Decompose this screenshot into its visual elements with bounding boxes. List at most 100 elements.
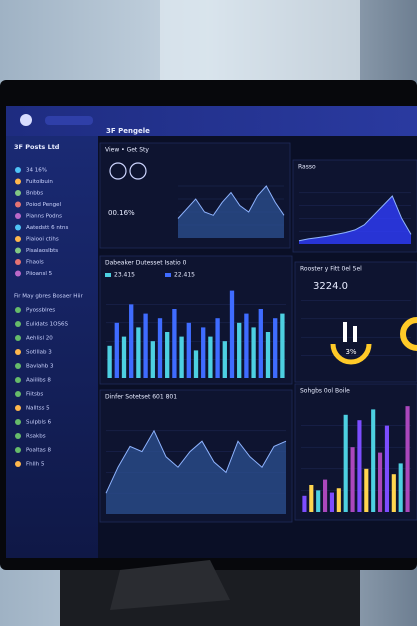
bar xyxy=(237,322,242,378)
nav-icon xyxy=(15,167,21,173)
logo xyxy=(20,114,32,126)
sidebar-section: Fir May gbres Bosaer Hiir xyxy=(14,294,83,300)
panel xyxy=(294,261,417,383)
legend-swatch xyxy=(165,273,171,277)
bar xyxy=(114,322,119,378)
bar xyxy=(157,318,163,378)
nav-item[interactable]: Pianns Podns xyxy=(26,214,62,220)
sidebar xyxy=(6,136,98,558)
line xyxy=(105,429,287,494)
panel-title: Dinfer Sotetset 601 801 xyxy=(105,394,177,401)
bar xyxy=(143,313,148,378)
nav-icon xyxy=(15,405,21,411)
nav-item[interactable]: Pyossblres xyxy=(26,308,55,314)
nav-item[interactable]: Aatedstt 6 ntns xyxy=(26,225,68,231)
nav-icon xyxy=(15,391,21,397)
bar xyxy=(265,332,271,378)
bar xyxy=(165,332,170,378)
header-title: 3F Pengele xyxy=(106,127,150,135)
bar xyxy=(364,468,369,512)
bar xyxy=(121,336,127,378)
bar xyxy=(208,336,213,378)
bar xyxy=(258,309,263,378)
ring xyxy=(129,162,147,180)
nav-item[interactable]: 34 16% xyxy=(26,168,47,174)
monitor-stand xyxy=(110,560,230,610)
nav-icon xyxy=(15,349,21,355)
nav-icon xyxy=(15,433,21,439)
bar xyxy=(329,492,334,512)
nav-icon xyxy=(15,461,21,467)
nav-icon xyxy=(15,201,21,208)
bar xyxy=(378,452,383,512)
nav-item[interactable]: Poiod Pengel xyxy=(26,202,61,208)
bar xyxy=(229,290,235,378)
area xyxy=(178,186,284,238)
bar xyxy=(309,485,314,512)
nav-icon xyxy=(15,377,21,383)
dashboard: 34 16% Fuitoibuin Bnbbs Poiod Pengel Pianns … xyxy=(14,142,417,523)
nav-item[interactable]: Piioansl 5 xyxy=(26,271,53,277)
nav-item[interactable]: Sotlllab 3 xyxy=(26,350,52,356)
nav-item[interactable]: Nalltss 5 xyxy=(26,406,50,412)
panel-title: Sohgbs 0ol Boile xyxy=(300,388,350,395)
donut xyxy=(400,317,417,351)
panel-title: View • Get Sty xyxy=(105,147,149,154)
nav-item[interactable]: Bavlahb 3 xyxy=(26,364,54,370)
bar xyxy=(316,490,321,512)
nav-item[interactable]: Aehlisl 20 xyxy=(26,336,53,342)
bar xyxy=(391,474,396,512)
gauge xyxy=(330,343,372,365)
nav-item[interactable]: Fhaols xyxy=(26,260,44,266)
nav-icon xyxy=(15,259,21,265)
panel-stat: 23.415 xyxy=(114,272,135,279)
bar xyxy=(405,406,410,512)
nav-item[interactable]: Piaiooi ctihs xyxy=(26,237,59,243)
nav-item[interactable]: Eulidats 1OS6S xyxy=(26,322,68,328)
nav-icon xyxy=(15,270,21,277)
nav-item[interactable]: Bnbbs xyxy=(26,191,43,197)
area xyxy=(106,430,286,514)
panel xyxy=(294,383,417,521)
bar xyxy=(129,304,134,378)
search-box[interactable] xyxy=(45,116,93,125)
bar xyxy=(179,336,184,378)
bar xyxy=(172,309,177,378)
bar xyxy=(215,318,220,378)
nav-item[interactable]: Aaiilibs 8 xyxy=(26,378,51,384)
area xyxy=(299,196,411,244)
nav-icon xyxy=(15,213,21,219)
nav-icon xyxy=(15,247,21,254)
nav-item[interactable]: Poaltas 8 xyxy=(26,448,52,454)
bar xyxy=(371,409,376,512)
nav-icon xyxy=(15,307,21,313)
panel-stat: 00.16% xyxy=(108,209,135,217)
bar xyxy=(201,327,206,378)
nav-icon xyxy=(15,335,21,341)
bar xyxy=(136,327,141,378)
bar xyxy=(244,313,249,378)
bar xyxy=(336,488,341,512)
panel-stat: 3224.0 xyxy=(313,281,348,292)
bar xyxy=(280,313,285,378)
line xyxy=(177,185,285,219)
nav-icon xyxy=(15,224,21,231)
ring xyxy=(109,162,127,180)
gauge-bar xyxy=(353,326,357,342)
nav-item[interactable]: Pisalaoslbts xyxy=(26,248,58,254)
nav-item[interactable]: Fiitsbs xyxy=(26,392,43,398)
nav-item[interactable]: Fhllh 5 xyxy=(26,462,45,468)
nav-icon xyxy=(15,236,21,242)
nav-item[interactable]: Rsakbs xyxy=(26,434,46,440)
bar xyxy=(343,414,348,512)
panel-title: Rooster y Fitt 0el 5el xyxy=(300,266,362,273)
nav-icon xyxy=(15,447,21,453)
bar xyxy=(302,495,307,512)
nav-item[interactable]: Fuitoibuin xyxy=(26,179,53,185)
panel-title: Dabeaker Dutesset Isatio 0 xyxy=(105,260,187,267)
legend-swatch xyxy=(105,273,111,277)
nav-icon xyxy=(15,419,21,425)
sidebar-title: 3F Posts Ltd xyxy=(14,143,60,151)
nav-item[interactable]: Sulpbls 6 xyxy=(26,420,52,426)
line xyxy=(298,195,412,242)
